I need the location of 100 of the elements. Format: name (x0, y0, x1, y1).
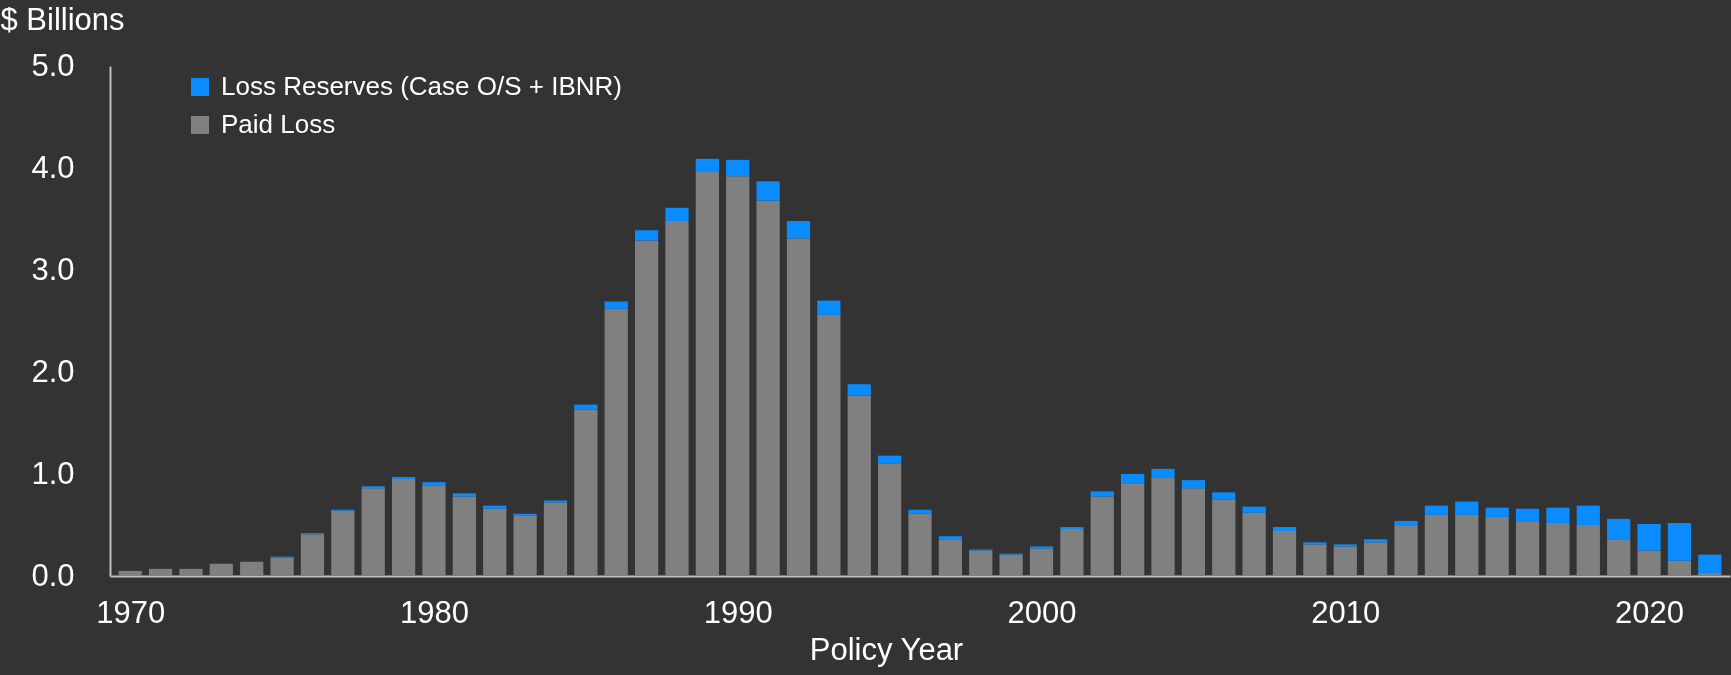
bar (726, 159, 750, 177)
bar (1212, 499, 1236, 576)
bar (786, 238, 811, 576)
bar (1121, 483, 1145, 576)
bar (1485, 516, 1509, 576)
bar (726, 176, 750, 576)
bar (847, 384, 871, 396)
bar (483, 505, 507, 509)
bar (1090, 496, 1114, 576)
legend-label: Loss Reserves (Case O/S + IBNR) (221, 71, 622, 101)
legend-label: Paid Loss (221, 109, 336, 139)
bar (908, 513, 932, 576)
bar (1455, 514, 1479, 576)
bar (1485, 507, 1509, 517)
bar (1151, 478, 1175, 576)
bar (148, 568, 173, 576)
bar (634, 230, 659, 241)
bar (1637, 523, 1661, 551)
bar (513, 513, 537, 516)
bar (817, 300, 841, 315)
bar (938, 536, 962, 540)
bar (483, 508, 507, 576)
bar (1576, 525, 1600, 576)
x-tick-label: 1970 (96, 594, 166, 630)
bar (1060, 527, 1084, 530)
bar (513, 515, 537, 576)
bar (786, 221, 811, 239)
bar (1303, 542, 1327, 545)
bar (878, 455, 902, 464)
bar (1060, 529, 1084, 576)
x-tick-label: 1980 (399, 594, 469, 630)
bar (1364, 542, 1388, 576)
bar (391, 479, 416, 576)
bar (1242, 512, 1266, 576)
bar (756, 200, 780, 576)
bar (1151, 468, 1175, 479)
bar (1181, 488, 1206, 576)
bar (756, 181, 780, 201)
bar (1029, 548, 1054, 576)
bar (604, 301, 628, 309)
bar (1424, 505, 1449, 515)
bar (1667, 522, 1692, 561)
bar (1121, 474, 1145, 484)
bar (695, 158, 719, 173)
bar (665, 207, 689, 222)
bar (240, 561, 264, 576)
bar (209, 563, 233, 576)
y-tick-label: 2.0 (31, 353, 75, 389)
bar (331, 510, 355, 576)
bar (452, 496, 476, 576)
bar (908, 509, 932, 514)
x-tick-label: 1990 (703, 594, 773, 630)
bar (999, 554, 1023, 576)
bar (1546, 507, 1570, 523)
bar (270, 557, 294, 576)
bar (938, 539, 962, 576)
bar (300, 534, 325, 576)
bar (452, 493, 476, 497)
bar (1394, 526, 1418, 576)
x-axis-title: Policy Year (809, 631, 964, 667)
bar (1029, 546, 1054, 549)
bar (543, 500, 568, 503)
bar (1303, 544, 1327, 576)
bar (179, 568, 203, 576)
bar (634, 240, 659, 576)
bar (1212, 492, 1236, 500)
bar (1181, 480, 1206, 489)
bar (1272, 527, 1297, 532)
bar (1090, 491, 1114, 497)
y-tick-label: 1.0 (31, 455, 75, 491)
bar (1667, 560, 1692, 576)
bar (1607, 518, 1631, 540)
bar (1455, 501, 1479, 515)
bar (665, 221, 689, 576)
bar (1576, 505, 1600, 525)
bar (361, 486, 385, 489)
bar (847, 395, 871, 576)
bar (361, 488, 385, 576)
bar (422, 485, 446, 576)
bar (391, 477, 416, 480)
bar (1394, 520, 1418, 527)
bar (1515, 508, 1540, 522)
bar (574, 409, 598, 576)
bar (1364, 539, 1388, 543)
bar (1424, 514, 1449, 576)
x-tick-label: 2010 (1311, 594, 1381, 630)
bar (422, 482, 446, 486)
bar (604, 308, 628, 576)
y-axis-title: $ Billions (0, 1, 125, 37)
x-tick-label: 2020 (1615, 594, 1685, 630)
bar (817, 314, 841, 576)
y-tick-label: 4.0 (31, 149, 75, 185)
bar (1272, 531, 1297, 576)
y-tick-label: 0.0 (31, 557, 75, 593)
bar (1607, 539, 1631, 576)
bar (969, 550, 993, 576)
x-tick-label: 2000 (1007, 594, 1077, 630)
bar (543, 502, 568, 576)
bar (1333, 544, 1357, 547)
bar (695, 172, 719, 576)
